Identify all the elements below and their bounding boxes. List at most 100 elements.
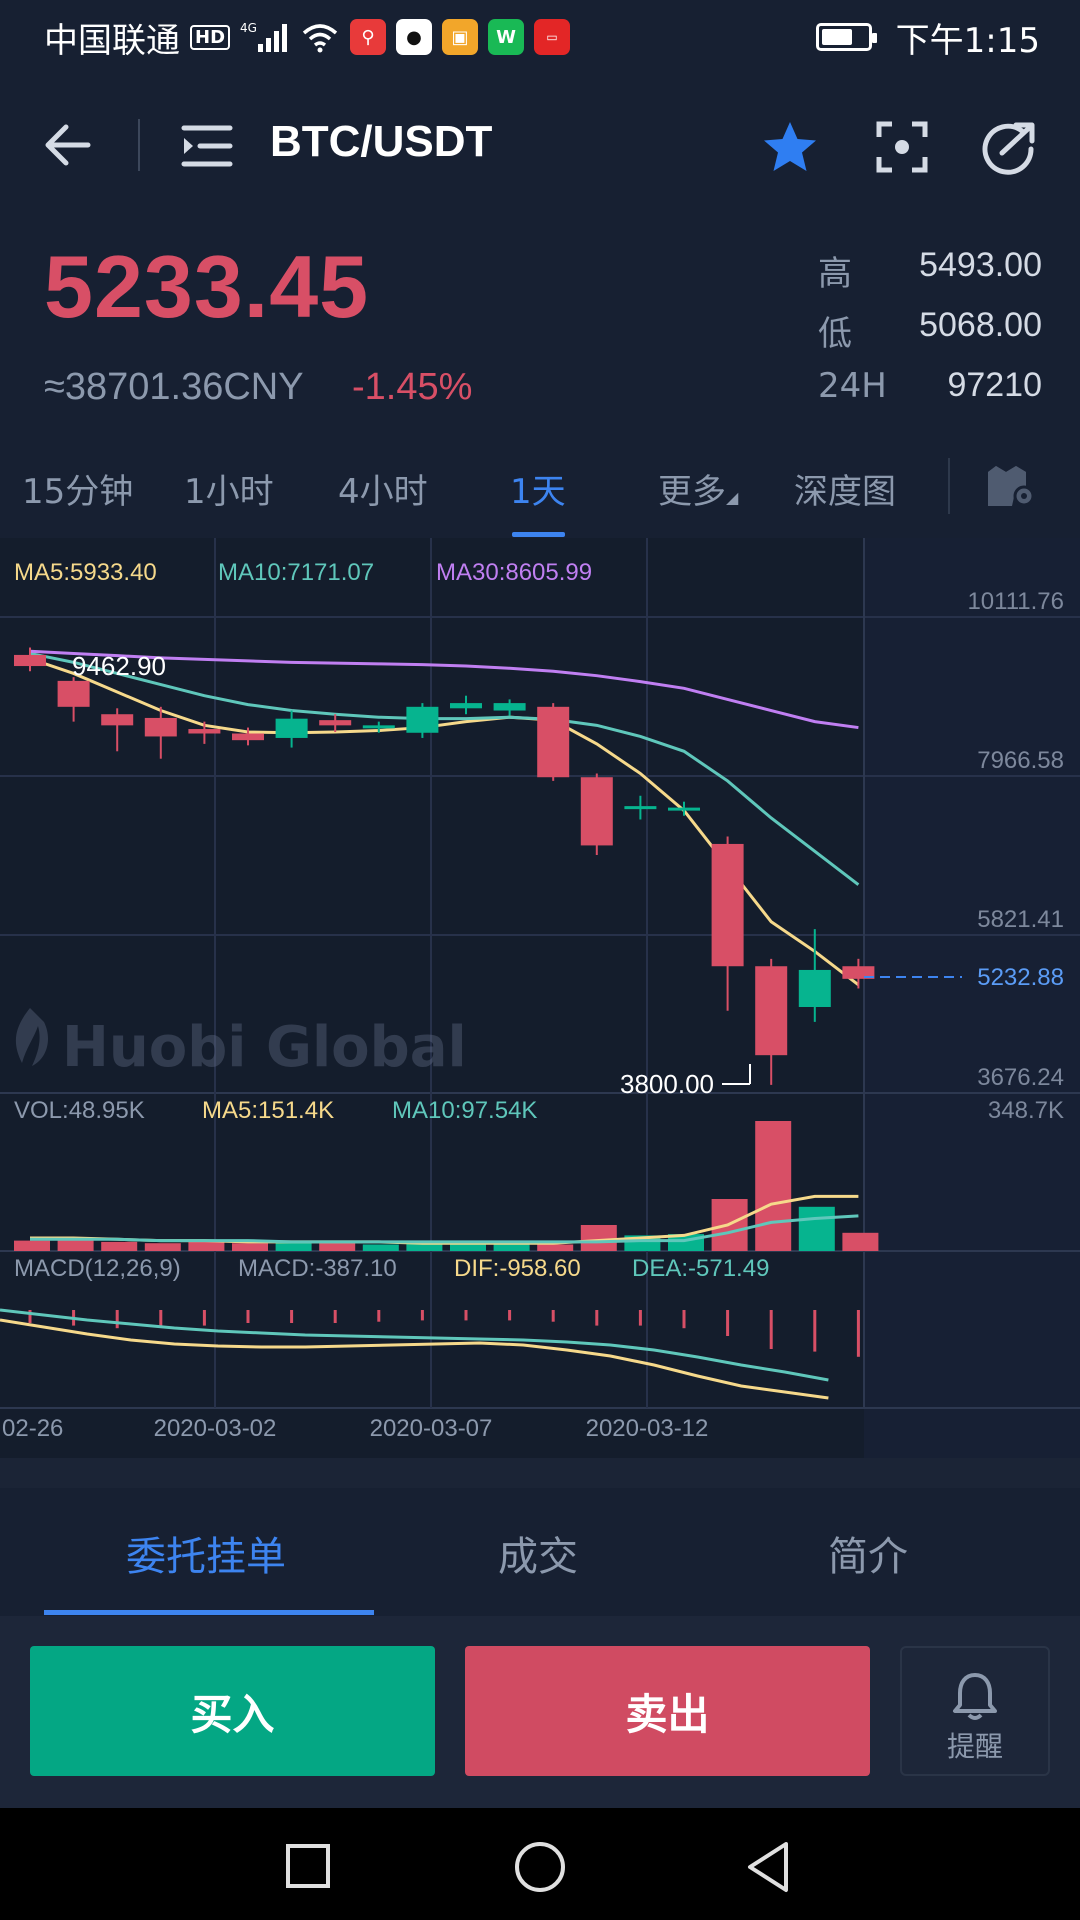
volume-bar <box>842 1232 879 1251</box>
candle-body <box>537 706 570 778</box>
menu-list-icon[interactable] <box>180 121 234 171</box>
vol-label: VOL:48.95K <box>14 1097 145 1124</box>
candle-body <box>57 680 90 707</box>
price-alert-button[interactable]: 提醒 <box>900 1646 1050 1776</box>
candle-body <box>144 717 177 737</box>
volume-bar <box>537 1244 574 1251</box>
macd-value: MACD:-387.10 <box>238 1255 397 1282</box>
caret-down-icon: ◢ <box>726 488 739 507</box>
ma10-line <box>29 651 860 886</box>
candle-body <box>493 703 526 711</box>
tab-separator <box>948 458 950 514</box>
tab-depth-chart[interactable]: 深度图 <box>794 472 896 512</box>
carrier-label: 中国联通 <box>44 20 180 61</box>
price-axis-label-2: 7966.58 <box>977 747 1064 774</box>
vol-ma10-label: MA10:97.54K <box>392 1097 537 1124</box>
macd-title: MACD(12,26,9) <box>14 1255 181 1282</box>
price-axis-label-3: 5821.41 <box>977 906 1064 933</box>
low-value: 5068.00 <box>919 306 1042 344</box>
header-divider <box>138 119 140 171</box>
chart-canvas: Huobi Global MA5:5933.40 MA10:7171.07 MA… <box>0 538 1080 1458</box>
volume-bar <box>188 1241 225 1251</box>
volume-24h-label: 24H <box>818 366 887 406</box>
recent-apps-icon[interactable] <box>284 1842 332 1890</box>
chart-grid <box>0 538 1080 1458</box>
volume-bar <box>450 1241 486 1251</box>
vol-ma5-label: MA5:151.4K <box>202 1097 334 1124</box>
huobi-logo-icon <box>15 1008 48 1066</box>
qq-notification-icon: ● <box>396 19 433 55</box>
tab-open-orders[interactable]: 委托挂单 <box>126 1534 286 1580</box>
wechat-notification-icon: W <box>488 19 525 55</box>
price-axis-label-1: 10111.76 <box>967 588 1064 615</box>
candlestick-chart[interactable]: Huobi Global MA5:5933.40 MA10:7171.07 MA… <box>0 538 1080 1458</box>
volume-bar <box>275 1241 312 1251</box>
share-icon[interactable] <box>980 119 1036 175</box>
wifi-icon <box>302 24 338 53</box>
candle-body <box>188 729 221 734</box>
tab-trades[interactable]: 成交 <box>498 1534 578 1580</box>
high-value: 5493.00 <box>919 246 1042 284</box>
candle-body <box>668 807 700 811</box>
ma30-line <box>29 649 859 730</box>
macd-histogram <box>0 1308 860 1400</box>
trading-pair-title[interactable]: BTC/USDT <box>270 117 493 166</box>
low-label: 低 <box>818 314 852 354</box>
tab-more-label: 更多 <box>658 472 726 512</box>
dea-line <box>0 1308 829 1382</box>
back-icon[interactable] <box>744 1840 792 1894</box>
candle-body <box>798 969 831 1008</box>
hd-icon: HD <box>190 24 231 50</box>
low-annotation: 3800.00 <box>620 1069 714 1099</box>
clock: 下午1:15 <box>895 20 1040 61</box>
candle-body <box>711 843 744 967</box>
bottom-tab-indicator <box>44 1610 374 1615</box>
candle-body <box>624 806 657 810</box>
candle-body <box>450 703 482 709</box>
volume-bar <box>319 1243 356 1251</box>
home-icon[interactable] <box>513 1840 567 1894</box>
network-type-label: 4G <box>240 21 257 35</box>
tab-15min[interactable]: 15分钟 <box>22 472 134 512</box>
sell-button[interactable]: 卖出 <box>465 1646 870 1776</box>
volume-bar <box>406 1243 443 1251</box>
app-notification-icon: ⚲ <box>350 19 387 55</box>
candle-body <box>275 718 308 738</box>
high-annotation: 9462.90 <box>72 651 166 681</box>
watermark: Huobi Global <box>15 1008 467 1080</box>
scan-icon[interactable] <box>876 121 928 173</box>
volume-bar <box>101 1241 138 1251</box>
back-arrow-icon[interactable] <box>40 117 100 173</box>
volume-bar <box>14 1240 50 1251</box>
chart-settings-icon[interactable] <box>986 462 1036 508</box>
candle-body <box>755 966 788 1056</box>
volume-bar <box>493 1244 530 1251</box>
chart-footer <box>0 1458 1080 1488</box>
status-bar: 中国联通 HD 4G ⚲ ● ▣ W ▭ 下午1:15 <box>0 0 1080 74</box>
status-icons: HD 4G ⚲ ● ▣ W ▭ <box>190 19 571 55</box>
tab-1hour[interactable]: 1小时 <box>184 472 274 512</box>
vol-axis-label: 348.7K <box>988 1097 1064 1124</box>
volume-ma-lines <box>30 1194 859 1245</box>
tab-1day[interactable]: 1天 <box>510 472 566 512</box>
star-icon[interactable] <box>760 119 820 175</box>
tab-more[interactable]: 更多◢ <box>658 464 738 513</box>
candle-body <box>362 725 395 729</box>
buy-button[interactable]: 买入 <box>30 1646 435 1776</box>
volume-bar <box>232 1243 268 1251</box>
candle-body <box>842 966 875 979</box>
volume-bar <box>144 1243 181 1251</box>
ma30-label: MA30:8605.99 <box>436 559 592 586</box>
tab-intro[interactable]: 简介 <box>828 1534 908 1580</box>
date-axis-label-4: 2020-03-12 <box>586 1415 709 1442</box>
last-price: 5233.45 <box>44 237 370 336</box>
volume-bar <box>57 1239 94 1251</box>
candle-body <box>406 706 439 733</box>
date-axis-label-2: 2020-03-02 <box>154 1415 277 1442</box>
dea-value: DEA:-571.49 <box>632 1255 769 1282</box>
current-price-label: 5232.88 <box>977 964 1064 991</box>
vol-ma10-line <box>30 1214 859 1244</box>
tab-4hour[interactable]: 4小时 <box>338 472 428 512</box>
volume-bar <box>362 1244 399 1251</box>
signal-icon: 4G <box>240 21 288 52</box>
